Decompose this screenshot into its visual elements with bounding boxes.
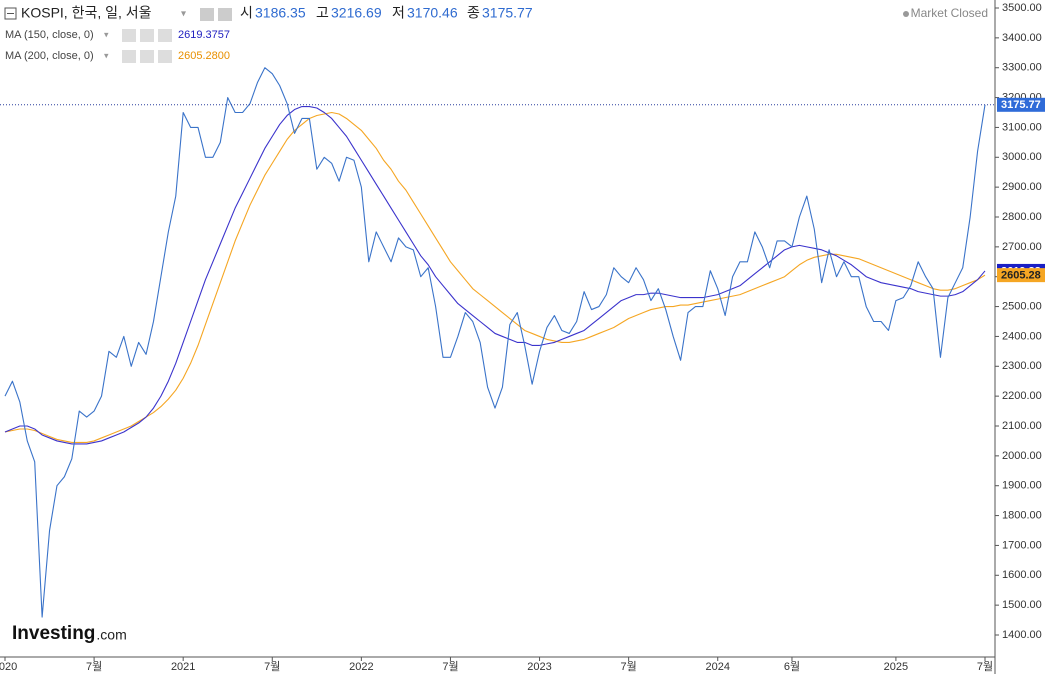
market-status: Market Closed xyxy=(911,6,988,20)
low-label: 저 xyxy=(392,5,405,21)
settings-icon[interactable] xyxy=(218,8,232,21)
eye-icon[interactable] xyxy=(122,50,136,63)
y-tick-label: 2900.00 xyxy=(1002,181,1042,193)
x-tick-label: 7월 xyxy=(442,660,458,673)
y-tick-label: 3500.00 xyxy=(1002,2,1042,14)
ma150-value: 2619.3757 xyxy=(178,29,230,41)
x-tick-label: 2023 xyxy=(527,661,551,673)
x-tick-label: 2022 xyxy=(349,661,373,673)
high-value: 3216.69 xyxy=(331,5,382,21)
y-tick-label: 2700.00 xyxy=(1002,241,1042,253)
legend-ma200: MA (200, close, 0) xyxy=(5,50,94,62)
eye-icon[interactable] xyxy=(122,29,136,42)
open-value: 3186.35 xyxy=(255,5,306,21)
logo-suffix: .com xyxy=(96,627,126,643)
remove-icon[interactable] xyxy=(158,50,172,63)
settings-icon[interactable] xyxy=(140,29,154,42)
x-tick-label: 2025 xyxy=(884,661,908,673)
x-tick-label: 7월 xyxy=(621,660,637,673)
close-label: 종 xyxy=(467,5,480,21)
last-value-tag xyxy=(997,97,1045,112)
x-tick-label: 6월 xyxy=(784,660,800,673)
y-tick-label: 2300.00 xyxy=(1002,360,1042,372)
y-tick-label: 2800.00 xyxy=(1002,211,1042,223)
y-tick-label: 2200.00 xyxy=(1002,390,1042,402)
low-value: 3170.46 xyxy=(407,5,458,21)
last-value-label: 2605.28 xyxy=(1001,270,1041,282)
dropdown-caret[interactable]: ▾ xyxy=(104,50,109,60)
y-tick-label: 2100.00 xyxy=(1002,420,1042,432)
x-tick-label: 7월 xyxy=(264,660,280,673)
x-tick-label: 7월 xyxy=(977,660,993,673)
plot-area xyxy=(0,67,995,618)
open-label: 시 xyxy=(240,5,253,21)
y-tick-label: 2400.00 xyxy=(1002,330,1042,342)
last-value-tag xyxy=(997,268,1045,283)
y-tick-label: 1700.00 xyxy=(1002,539,1042,551)
x-tick-label: 2024 xyxy=(705,661,729,673)
eye-icon[interactable] xyxy=(200,8,214,21)
y-tick-label: 3100.00 xyxy=(1002,121,1042,133)
series-line xyxy=(4,111,986,443)
series-line xyxy=(4,105,986,445)
y-tick-label: 3300.00 xyxy=(1002,62,1042,74)
collapse-icon[interactable] xyxy=(4,7,17,20)
dropdown-caret[interactable]: ▾ xyxy=(104,29,109,39)
logo: Investing xyxy=(12,623,95,644)
y-tick-label: 1900.00 xyxy=(1002,480,1042,492)
y-tick-label: 3400.00 xyxy=(1002,32,1042,44)
x-tick-label: 2021 xyxy=(171,661,195,673)
y-tick-label: 1600.00 xyxy=(1002,569,1042,581)
remove-icon[interactable] xyxy=(158,29,172,42)
ma200-value: 2605.2800 xyxy=(178,50,230,62)
x-tick-label: 2020 xyxy=(0,661,17,673)
last-value-label: 3175.77 xyxy=(1001,99,1041,111)
y-tick-label: 1800.00 xyxy=(1002,509,1042,521)
close-value: 3175.77 xyxy=(482,5,533,21)
legend-ma150: MA (150, close, 0) xyxy=(5,29,94,41)
status-dot xyxy=(903,11,909,17)
y-tick-label: 2500.00 xyxy=(1002,300,1042,312)
y-tick-label: 2000.00 xyxy=(1002,450,1042,462)
y-tick-label: 1400.00 xyxy=(1002,629,1042,641)
y-tick-label: 1500.00 xyxy=(1002,599,1042,611)
chart-title: KOSPI, 한국, 일, 서울 xyxy=(21,5,152,21)
series-line xyxy=(4,67,986,618)
y-tick-label: 3000.00 xyxy=(1002,151,1042,163)
high-label: 고 xyxy=(316,5,329,21)
x-tick-label: 7월 xyxy=(86,660,102,673)
settings-icon[interactable] xyxy=(140,50,154,63)
dropdown-caret[interactable]: ▾ xyxy=(181,9,186,20)
